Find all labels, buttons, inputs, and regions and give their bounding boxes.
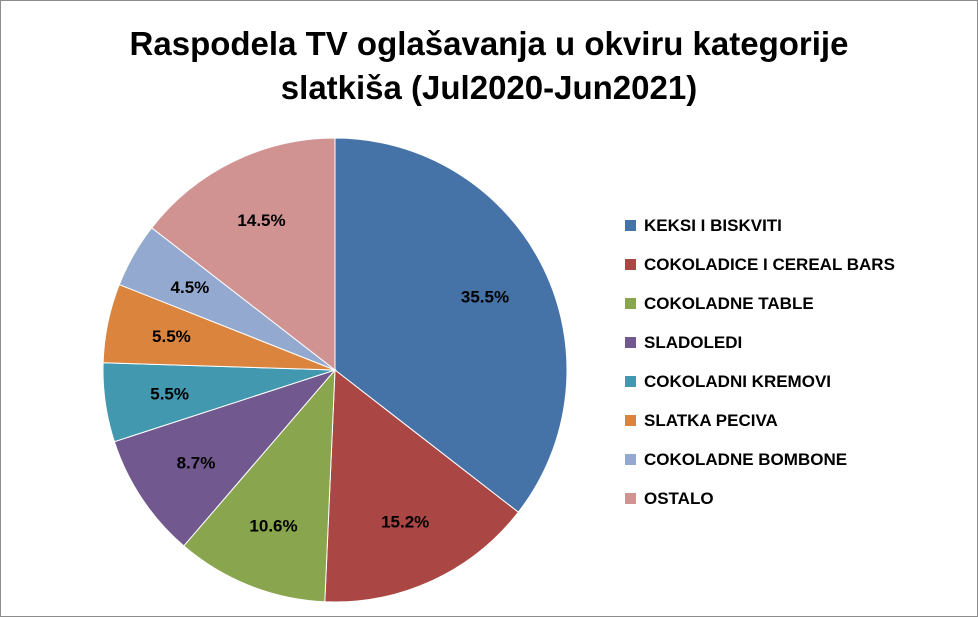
data-label-3: 10.6% [249, 516, 297, 535]
legend-item: COKOLADICE I CEREAL BARS [625, 245, 965, 284]
legend-label: COKOLADNE BOMBONE [644, 449, 848, 469]
legend-item: KEKSI I BISKVITI [625, 206, 965, 245]
data-label-8: 14.5% [237, 211, 285, 230]
legend-swatch [625, 259, 636, 270]
legend-swatch [625, 220, 636, 231]
pie-slice-2 [324, 369, 520, 603]
legend-item: SLADOLEDI [625, 323, 965, 362]
data-label-5: 5.5% [150, 385, 189, 404]
legend-label: SLADOLEDI [644, 332, 743, 352]
pie-slice-3 [183, 368, 336, 603]
legend-label: COKOLADICE I CEREAL BARS [644, 254, 895, 274]
pie-slice-4 [113, 368, 337, 547]
legend-label: COKOLADNE TABLE [644, 293, 814, 313]
legend-swatch [625, 454, 636, 465]
legend-label: COKOLADNI KREMOVI [644, 371, 831, 391]
data-label-4: 8.7% [177, 454, 216, 473]
legend-label: KEKSI I BISKVITI [644, 215, 782, 235]
pie-slice-1 [334, 137, 568, 513]
legend-swatch [625, 493, 636, 504]
legend-swatch [625, 298, 636, 309]
chart-title: Raspodela TV oglašavanja u okviru katego… [0, 22, 978, 110]
legend-item: SLATKA PECIVA [625, 401, 965, 440]
legend-item: COKOLADNE BOMBONE [625, 440, 965, 479]
legend-label: OSTALO [644, 488, 714, 508]
legend-item: OSTALO [625, 479, 965, 518]
legend-item: COKOLADNE TABLE [625, 284, 965, 323]
data-label-1: 35.5% [461, 288, 509, 307]
legend-swatch [625, 415, 636, 426]
legend-swatch [625, 376, 636, 387]
data-label-7: 4.5% [171, 278, 210, 297]
data-label-2: 15.2% [381, 513, 429, 532]
chart-title-line-1: Raspodela TV oglašavanja u okviru katego… [129, 25, 849, 62]
legend: KEKSI I BISKVITI COKOLADICE I CEREAL BARS… [625, 206, 965, 518]
legend-swatch [625, 337, 636, 348]
data-label-6: 5.5% [152, 327, 191, 346]
pie-slice-8 [150, 137, 336, 372]
chart-title-line-2: slatkiša (Jul2020-Jun2021) [280, 69, 698, 106]
legend-label: SLATKA PECIVA [644, 410, 778, 430]
legend-item: COKOLADNI KREMOVI [625, 362, 965, 401]
